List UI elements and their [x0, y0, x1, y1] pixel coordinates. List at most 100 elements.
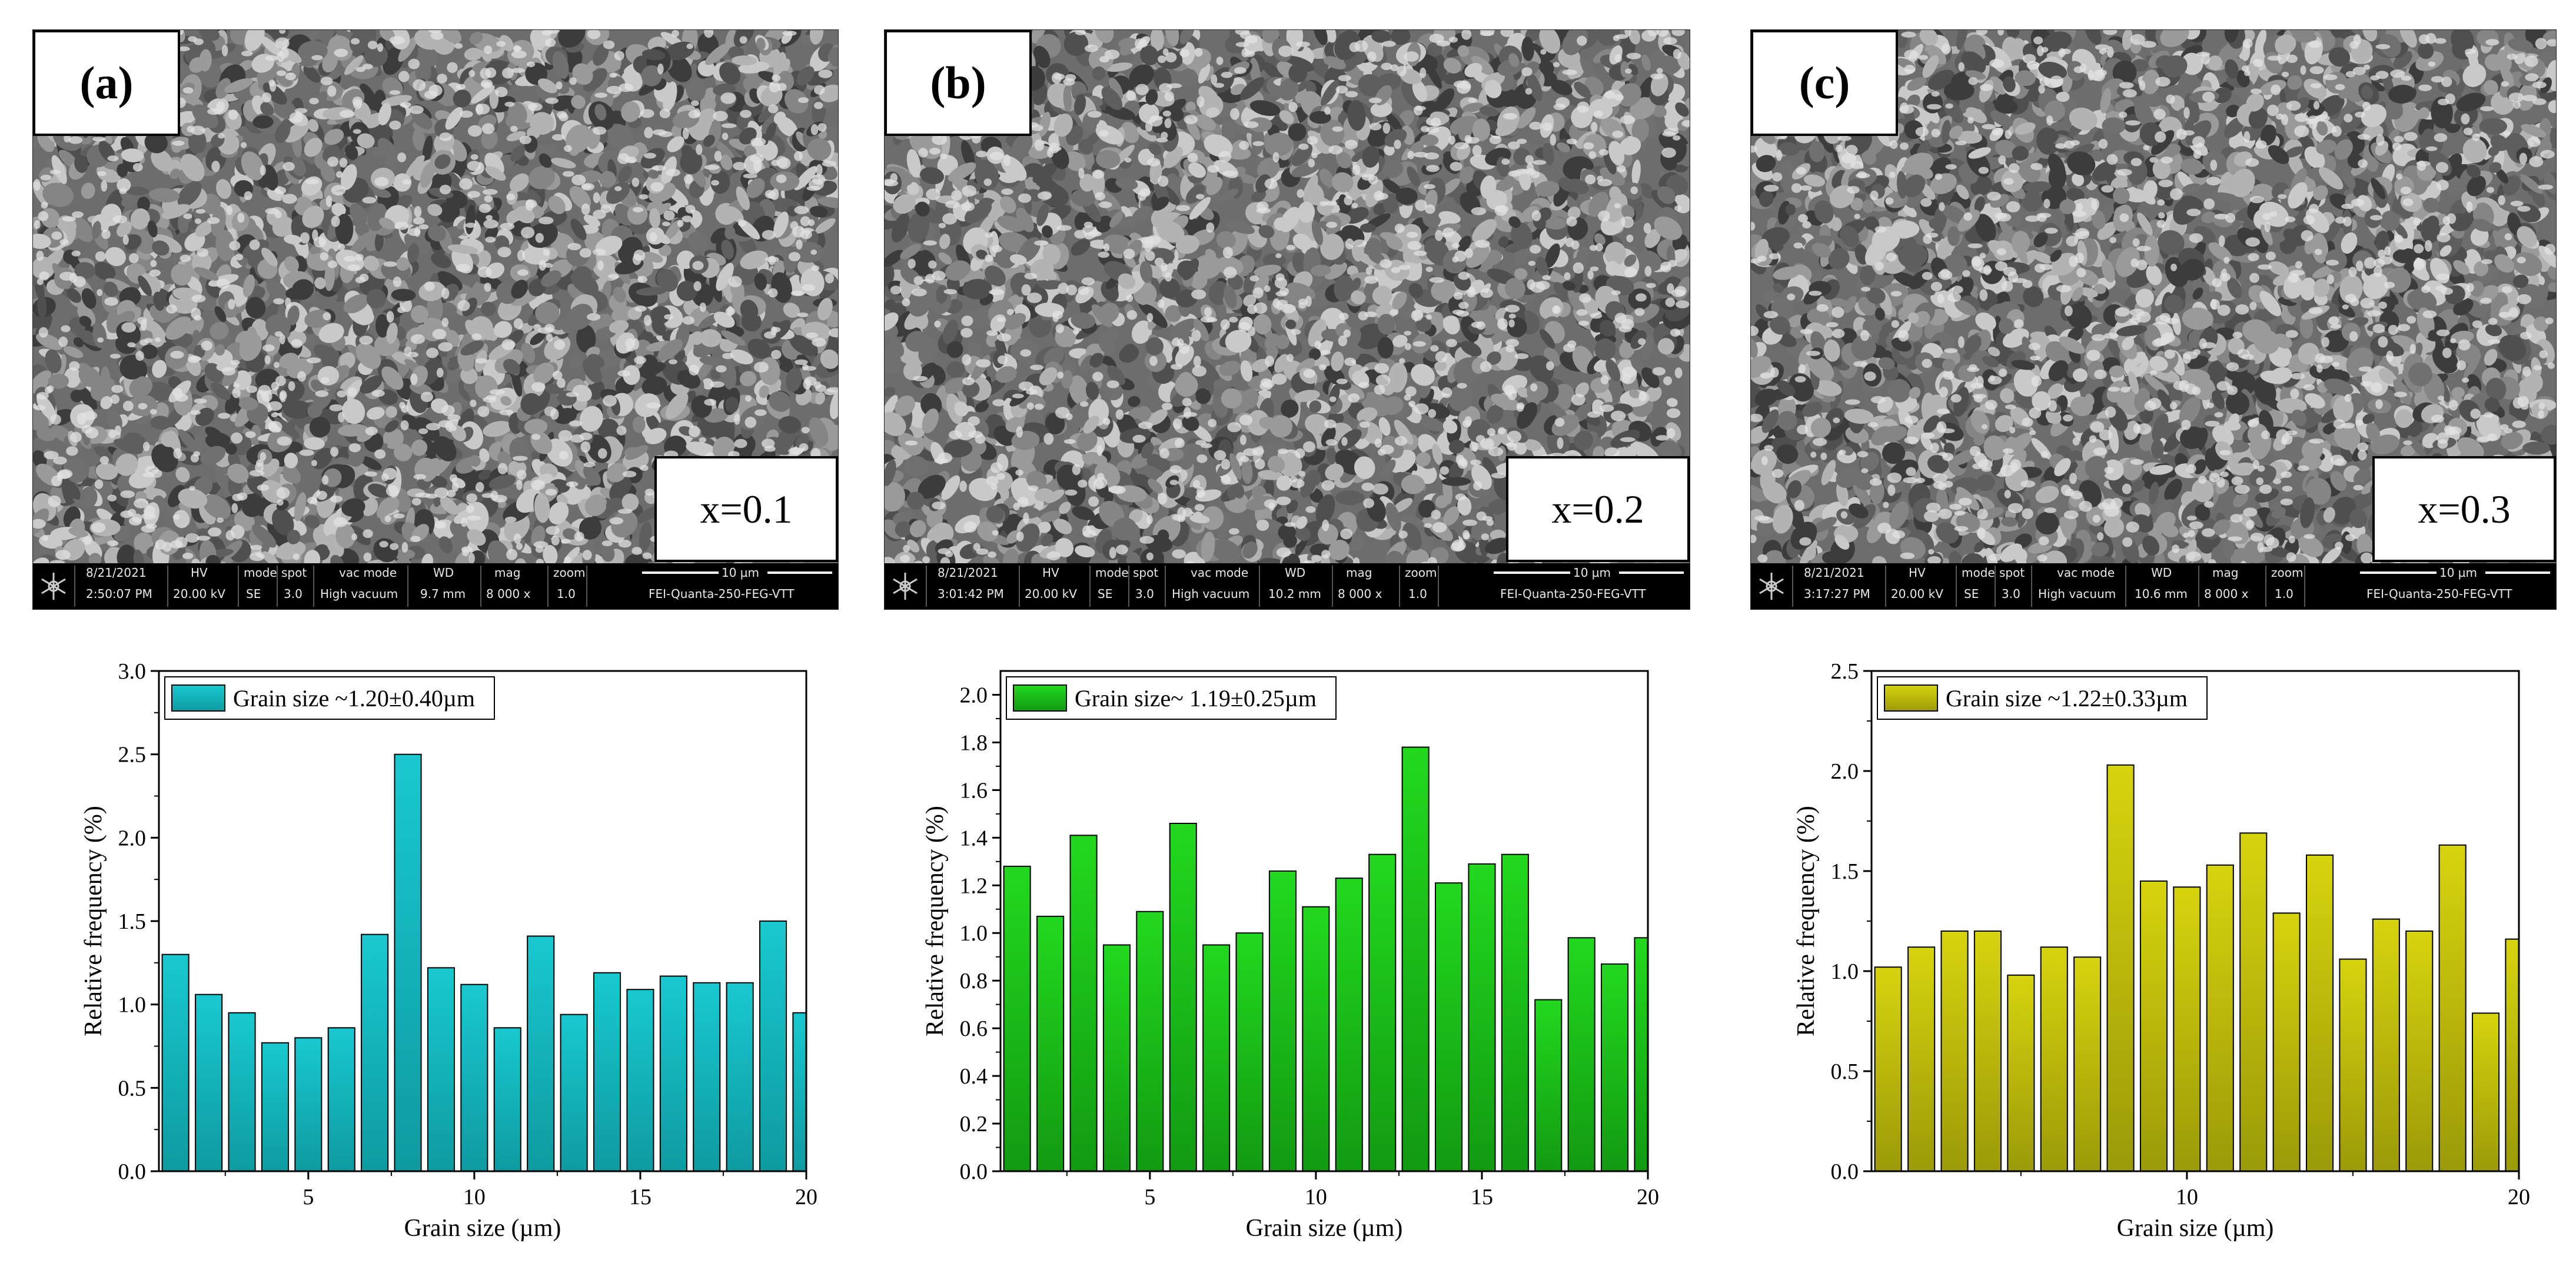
histogram-bar-b	[1368, 853, 1397, 1172]
x-tick-label-a: 10	[463, 1185, 486, 1209]
y-tick-label-c: 1.5	[1831, 859, 1859, 884]
histogram-bar-c	[2272, 912, 2301, 1172]
histogram-bar-a	[460, 983, 488, 1172]
histogram-bar-a	[261, 1042, 289, 1172]
y-tick-label-b: 1.4	[960, 826, 988, 850]
histogram-bar-b	[1169, 823, 1197, 1172]
histogram-bar-c	[2372, 918, 2400, 1172]
panel-label-a: (a)	[33, 30, 180, 136]
histogram-bar-c	[2040, 946, 2068, 1172]
histogram-bar-c	[2339, 958, 2367, 1172]
histogram-bar-a	[294, 1037, 323, 1172]
histogram-bar-b	[1401, 746, 1430, 1172]
histogram-bar-b	[1136, 911, 1164, 1172]
histogram-bar-a	[361, 933, 389, 1172]
histogram-bar-a	[493, 1027, 521, 1172]
fei-logo-icon	[41, 573, 66, 600]
histogram-bar-a	[693, 982, 721, 1172]
sem-databar-a: 8/21/2021 2:50:07 PM HV 20.00 kV mode SE…	[33, 563, 838, 609]
histogram-bar-a	[228, 1012, 256, 1172]
y-tick-label-a: 2.0	[118, 826, 147, 850]
histogram-bar-b	[1036, 915, 1065, 1172]
histogram-bar-b	[1302, 906, 1330, 1172]
y-tick-label-b: 2.0	[960, 683, 988, 707]
y-tick-label-a: 1.5	[118, 909, 147, 934]
y-tick-label-c: 0.5	[1831, 1059, 1859, 1084]
y-tick-label-a: 2.5	[118, 743, 147, 767]
fei-logo-icon	[1759, 573, 1784, 600]
y-axis-label-c: Relative frequency (%)	[1793, 806, 1820, 1036]
sem-image-c: (c) x=0.3 8/21/2021 3:17:27 PM HV 20.00 …	[1750, 29, 2557, 610]
composition-label-b: x=0.2	[1506, 456, 1690, 562]
x-tick-label-a: 15	[629, 1185, 652, 1209]
sem-databar-c: 8/21/2021 3:17:27 PM HV 20.00 kV mode SE…	[1751, 563, 2556, 609]
y-axis-label-b: Relative frequency (%)	[922, 806, 949, 1036]
histogram-bar-c	[2073, 956, 2102, 1172]
y-tick-label-c: 2.5	[1831, 659, 1859, 684]
histogram-chart-a: 0.0 0.5 1.0 1.5 2.0 2.5 3.0 5 10 15 20 Grain size (…	[59, 653, 824, 1274]
y-tick-label-b: 0.0	[960, 1159, 988, 1184]
composition-label-c: x=0.3	[2372, 456, 2556, 562]
histogram-bar-a	[593, 972, 621, 1172]
x-tick-label-b: 20	[1637, 1185, 1659, 1209]
x-tick-label-b: 5	[1144, 1185, 1155, 1209]
histogram-bar-b	[1335, 878, 1363, 1172]
x-axis-label-b: Grain size (µm)	[1246, 1215, 1403, 1242]
x-tick-label-c: 10	[2176, 1185, 2198, 1209]
histogram-bar-a	[161, 953, 190, 1172]
histogram-bar-b	[1268, 870, 1297, 1172]
panel-label-c: (c)	[1751, 30, 1898, 136]
histogram-bar-a	[195, 993, 223, 1172]
histogram-bar-b	[1235, 932, 1264, 1172]
y-tick-label-b: 1.2	[960, 873, 988, 898]
sem-image-b: (b) x=0.2 8/21/2021 3:01:42 PM HV 20.00 …	[884, 29, 1690, 610]
histogram-bar-c	[2438, 844, 2467, 1172]
histogram-svg-a: 0.0 0.5 1.0 1.5 2.0 2.5 3.0 5 10 15 20 Grain size (…	[80, 659, 817, 1242]
histogram-bar-c	[1874, 966, 1902, 1172]
fei-logo-icon	[893, 573, 918, 600]
histogram-bar-b	[1102, 944, 1131, 1172]
histogram-bar-c	[2139, 880, 2168, 1172]
histogram-svg-c: 0.0 0.5 1.0 1.5 2.0 2.5 10 20 Grain size (µm) Rel…	[1793, 659, 2530, 1242]
histogram-bar-c	[2239, 832, 2268, 1172]
histogram-bar-a	[659, 975, 687, 1172]
histogram-bar-c	[1907, 946, 1936, 1172]
histogram-bar-a	[527, 935, 555, 1172]
histogram-bar-b	[1435, 882, 1463, 1172]
histogram-bar-b	[1634, 937, 1649, 1172]
plot-frame-b	[999, 670, 1649, 1172]
histogram-chart-b: 0.0 0.2 0.4 0.6 0.8 1.0 1.2 1.4 1.6 1.8 2.0 5 10 15 20…	[900, 653, 1666, 1274]
histogram-bar-c	[1973, 931, 2002, 1172]
scale-bar-label-a: 10 µm	[722, 566, 760, 580]
x-tick-label-b: 15	[1471, 1185, 1493, 1209]
x-tick-label-c: 20	[2508, 1185, 2530, 1209]
histogram-bar-a	[560, 1014, 588, 1172]
y-tick-label-a: 0.0	[118, 1159, 147, 1184]
y-tick-label-b: 1.8	[960, 730, 988, 755]
histogram-bar-c	[2405, 931, 2434, 1172]
histogram-bar-a	[726, 982, 754, 1172]
histogram-bar-b	[1069, 835, 1098, 1172]
histogram-bar-b	[1202, 944, 1231, 1172]
histogram-bar-a	[759, 921, 787, 1172]
histogram-bar-c	[2472, 1012, 2500, 1172]
y-tick-label-a: 3.0	[118, 659, 147, 684]
y-tick-label-c: 1.0	[1831, 959, 1859, 984]
histogram-svg-b: 0.0 0.2 0.4 0.6 0.8 1.0 1.2 1.4 1.6 1.8 2.0 5 10 15 20…	[922, 670, 1659, 1242]
legend-swatch-a	[171, 684, 225, 712]
y-tick-label-b: 0.2	[960, 1112, 988, 1137]
histogram-chart-c: 0.0 0.5 1.0 1.5 2.0 2.5 10 20 Grain size (µm) Rel…	[1771, 653, 2537, 1274]
histogram-bar-b	[1003, 865, 1031, 1172]
histogram-bar-b	[1468, 863, 1496, 1172]
y-tick-label-b: 0.6	[960, 1016, 988, 1041]
legend-swatch-b	[1013, 684, 1067, 712]
x-tick-label-b: 10	[1305, 1185, 1327, 1209]
histogram-bar-c	[2173, 886, 2201, 1172]
legend-label-b: Grain size~ 1.19±0.25µm	[1075, 685, 1317, 712]
legend-label-a: Grain size ~1.20±0.40µm	[233, 685, 475, 712]
histogram-bar-c	[2206, 864, 2234, 1172]
y-tick-label-c: 0.0	[1831, 1159, 1859, 1184]
y-tick-label-a: 1.0	[118, 993, 147, 1018]
legend-swatch-c	[1884, 684, 1938, 712]
y-axis-label-a: Relative frequency (%)	[80, 806, 107, 1036]
